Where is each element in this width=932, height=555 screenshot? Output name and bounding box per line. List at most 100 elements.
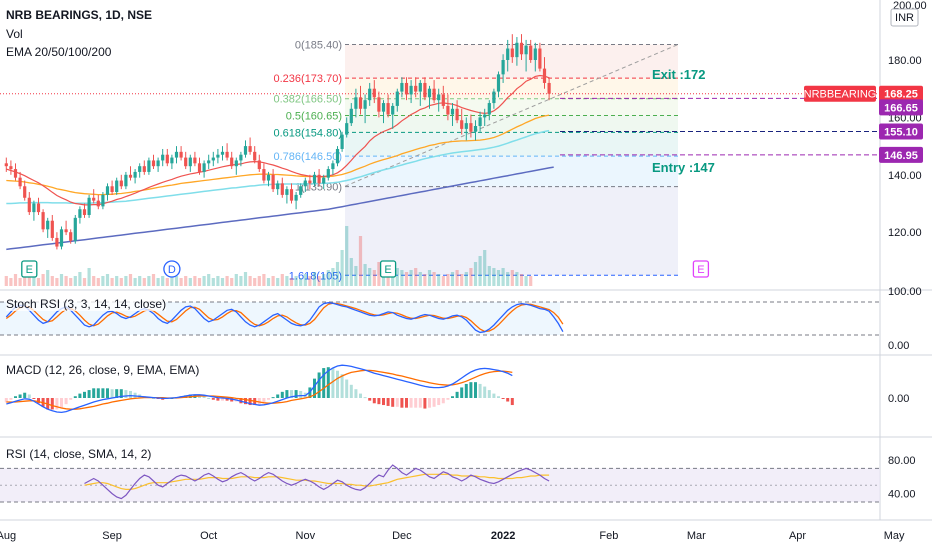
volume-bar [262,274,266,286]
macd-histogram-bar [248,398,252,406]
volume-bar [225,276,229,286]
candle-body [460,120,464,129]
macd-histogram-bar [428,398,431,408]
volume-bar [478,256,482,286]
stoch-rsi-title: Stoch RSI (3, 3, 14, 14, close) [6,297,167,311]
macd-histogram-bar [326,367,330,398]
candle-body [335,148,340,164]
macd-histogram-bar [202,396,206,398]
candle-body [423,82,427,98]
volume-bar [414,268,418,286]
candle-body [110,186,114,193]
macd-histogram-bar [400,398,404,408]
volume-bar [110,278,114,286]
volume-bar [128,274,133,286]
volume-bar [161,276,165,286]
candle-body [105,186,110,195]
candle-body [13,169,18,178]
volume-bar [184,276,188,286]
ema-legend: EMA 20/50/100/200 [6,45,112,59]
candle-body [308,180,312,184]
rsi-tick-label: 40.00 [888,489,916,501]
macd-histogram-bar [244,398,247,405]
macd-histogram-bar [9,398,13,400]
candle-body [414,85,418,92]
fib-zone [345,132,678,157]
macd-histogram-bar [299,390,303,398]
volume-bar [303,274,307,286]
volume-bar [455,270,459,286]
candle-body [230,157,234,167]
macd-histogram-bar [50,398,54,410]
macd-histogram-bar [285,390,289,398]
fib-level-label: 0.236(173.70) [274,73,343,85]
candle-body [446,105,450,115]
macd-histogram-bar [405,398,408,408]
candle-body [55,237,59,247]
volume-bar [487,266,491,286]
candle-body [506,48,510,60]
volume-bar [335,262,340,286]
fib-level-label: 0(185.40) [295,40,342,52]
candle-body [124,174,128,187]
candle-body [23,186,27,198]
macd-histogram-bar [432,398,436,407]
candle-body [363,100,367,109]
volume-bar [243,272,248,286]
macd-histogram-bar [198,395,201,398]
stoch-tick-label: 0.00 [888,340,909,352]
volume-bar [239,276,243,286]
candle-body [450,108,455,115]
candle-body [322,177,326,184]
volume-bar [510,270,514,286]
volume-bar [9,278,13,286]
candle-body [207,160,211,164]
volume-bar [36,278,41,286]
time-tick-label: 2022 [491,530,515,542]
macd-histogram-bar [354,389,358,398]
candle-body [483,114,487,118]
price-badge [879,123,923,140]
trend-line [344,44,679,187]
volume-bar [446,274,450,286]
volume-bar [391,272,395,286]
macd-histogram-bar [106,388,109,398]
volume-bar [23,276,27,286]
candle-body [510,48,514,58]
macd-histogram-bar [294,390,298,398]
price-badge [879,99,923,116]
candle-body [533,48,537,60]
volume-bar [400,270,404,286]
candle-body [276,183,280,190]
volume-bar [308,276,312,286]
candle-body [400,82,404,92]
macd-histogram-bar [216,398,220,401]
macd-histogram-bar [73,396,77,398]
candle-body [469,123,473,132]
time-tick-label: Dec [392,530,412,542]
macd-histogram-bar [506,398,510,402]
macd-histogram-bar [487,390,491,398]
volume-bar [501,268,505,286]
candle-body [441,94,445,106]
volume-bar [322,274,326,286]
volume-bar [142,278,146,286]
macd-histogram-bar [340,374,344,398]
price-badge [879,146,923,163]
fib-zone [345,78,678,99]
candle-body [115,180,119,193]
macd-histogram-bar [377,398,381,405]
candle-body [409,85,413,95]
volume-bar [492,268,496,286]
volume-bar [483,250,487,286]
event-marker-label: D [168,264,176,276]
candle-body [253,151,257,161]
event-marker-label: E [697,264,704,276]
macd-histogram-bar [441,398,445,404]
macd-histogram-bar [18,394,22,398]
macd-histogram-bar [322,368,326,398]
candle-body [220,151,225,155]
volume-bar [105,274,110,286]
volume-bar [460,274,464,286]
